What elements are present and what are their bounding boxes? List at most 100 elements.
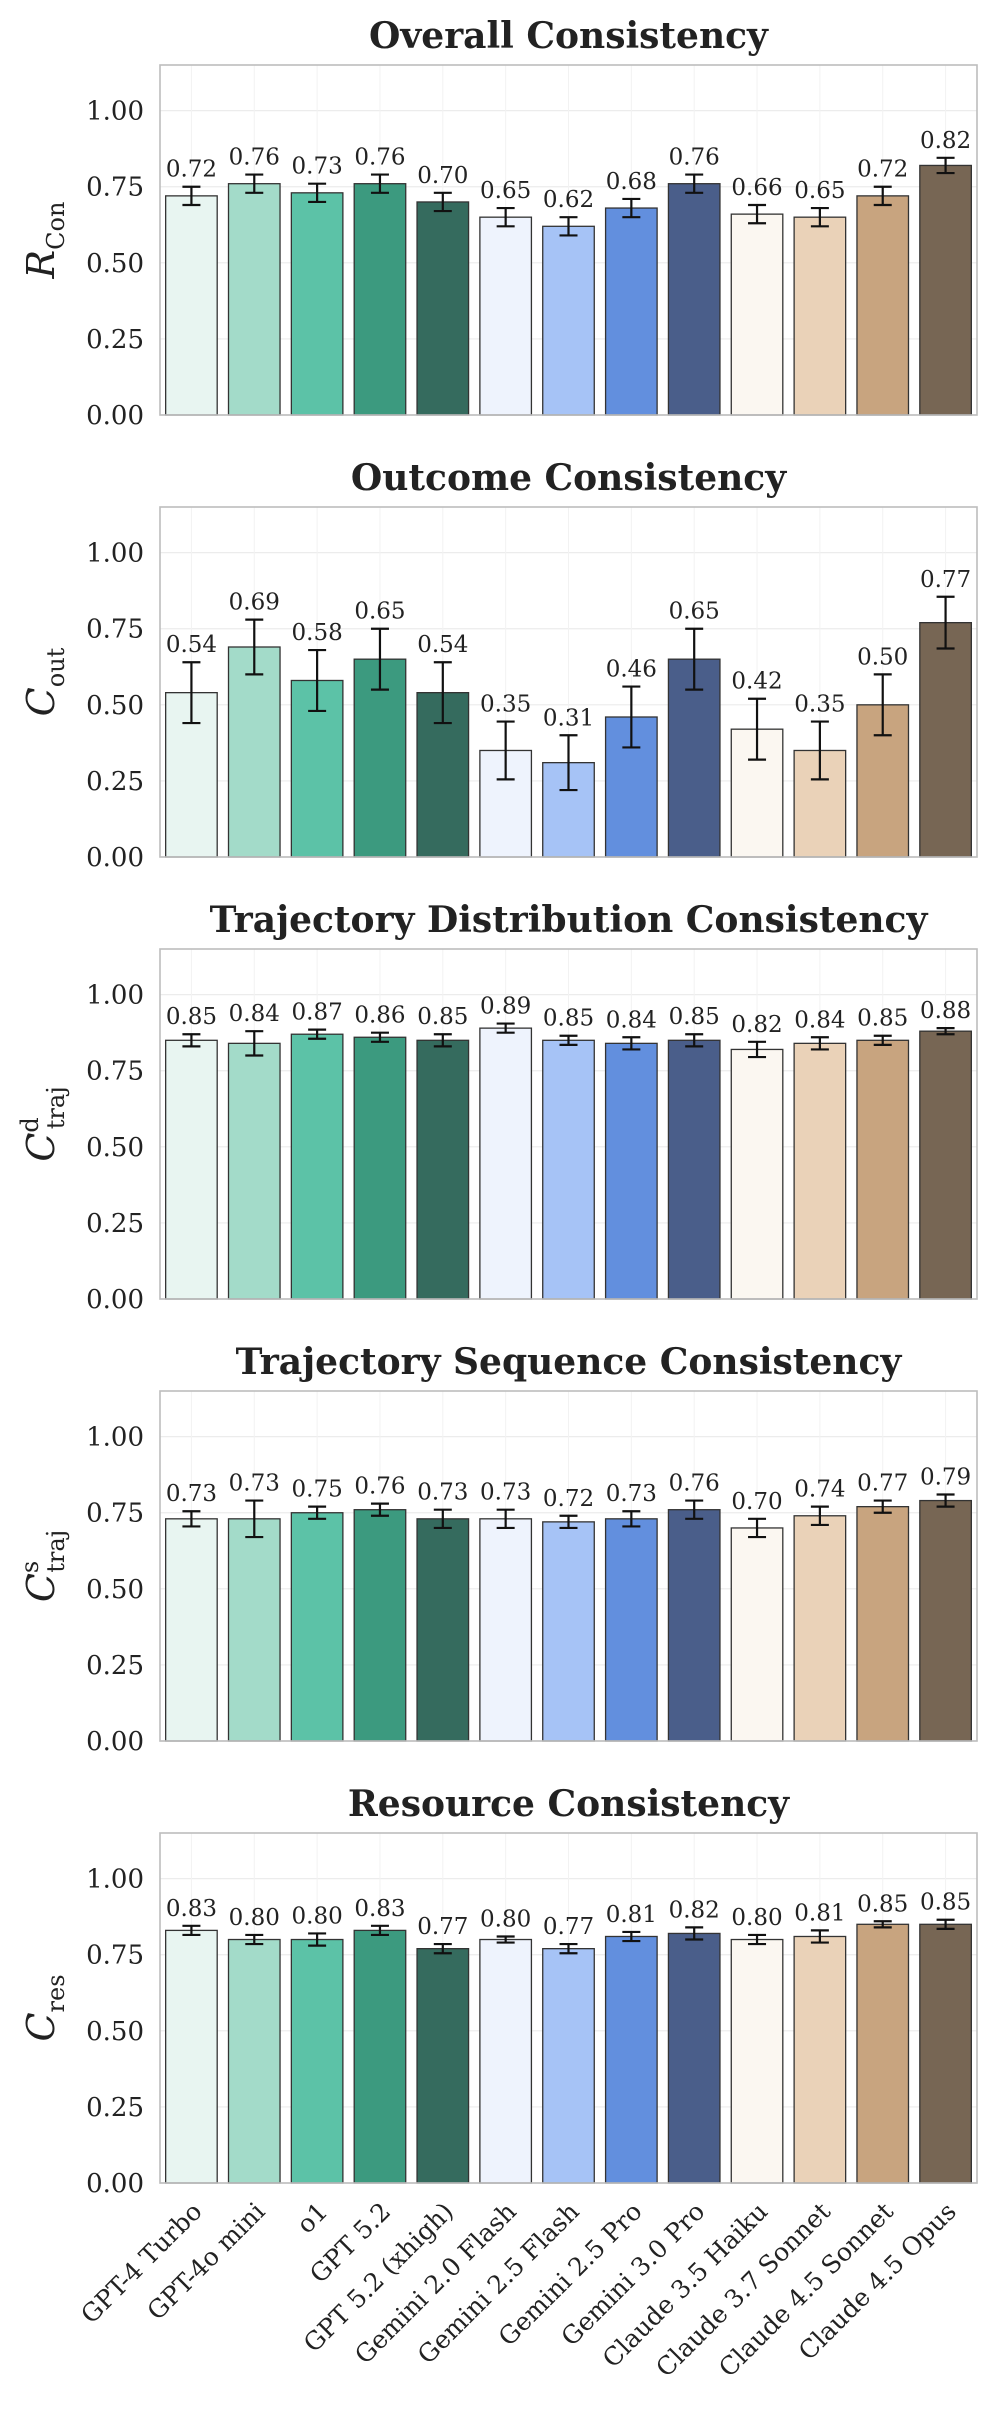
bar — [165, 1039, 218, 1300]
y-tick-label: 0.25 — [86, 325, 144, 355]
data-label: 0.77 — [417, 1914, 468, 1940]
data-label: 0.62 — [543, 187, 594, 213]
bar — [604, 207, 658, 416]
y-tick-label: 0.50 — [86, 2017, 144, 2047]
panel-title: Resource Consistency — [348, 1783, 790, 1825]
data-label: 0.88 — [920, 998, 971, 1024]
data-label: 0.80 — [229, 1905, 280, 1931]
y-axis-label-sub: res — [42, 1974, 70, 2012]
y-tick-label: 1.00 — [86, 981, 144, 1011]
data-label: 0.80 — [292, 1903, 343, 1929]
bar — [604, 1042, 658, 1300]
y-tick-label: 0.50 — [86, 1133, 144, 1163]
panel-2: Outcome Consistency 0.00 0.25 0.50 0.75 1.00 0… — [19, 457, 978, 873]
y-axis-label-main: R — [19, 250, 63, 280]
plot-frame — [159, 1390, 978, 1742]
bar — [919, 164, 972, 416]
plot-frame — [159, 1832, 978, 2184]
data-label: 0.31 — [543, 705, 594, 731]
bar — [730, 1527, 784, 1742]
y-axis-label-sub: Con — [42, 202, 70, 250]
y-tick-label: 1.00 — [86, 1423, 144, 1453]
plot-frame — [159, 506, 978, 858]
bar — [542, 1039, 595, 1300]
data-label: 0.81 — [606, 1902, 657, 1928]
y-tick-label: 0.75 — [86, 1057, 144, 1087]
y-tick-label: 0.50 — [86, 1575, 144, 1605]
y-axis-label-main: C — [19, 2012, 63, 2041]
bar — [227, 1518, 281, 1742]
y-tick-label: 0.75 — [86, 1499, 144, 1529]
data-label: 0.72 — [857, 157, 908, 183]
data-label: 0.82 — [731, 1012, 782, 1038]
panel-title: Trajectory Sequence Consistency — [236, 1341, 903, 1383]
y-axis-label-sub: traj — [42, 1530, 70, 1573]
data-label: 0.83 — [166, 1896, 217, 1922]
bar — [479, 1518, 533, 1742]
bar — [604, 1935, 658, 2184]
data-label: 0.73 — [229, 1471, 280, 1497]
bar — [227, 1938, 281, 2184]
panel-3: Trajectory Distribution Consistency 0.00 0… — [16, 899, 978, 1315]
bar — [416, 201, 470, 416]
data-label: 0.77 — [543, 1914, 594, 1940]
bar — [919, 622, 972, 858]
data-label: 0.65 — [669, 599, 720, 625]
bar — [290, 1512, 344, 1742]
bar — [542, 225, 595, 416]
plot-frame — [159, 64, 978, 416]
bar — [856, 1923, 910, 2184]
data-label: 0.65 — [794, 178, 845, 204]
bar — [227, 183, 281, 416]
data-label: 0.76 — [669, 1471, 720, 1497]
data-label: 0.58 — [292, 620, 343, 646]
y-tick-label: 0.00 — [86, 843, 144, 873]
y-tick-label: 0.50 — [86, 249, 144, 279]
y-tick-label: 0.00 — [86, 2169, 144, 2199]
y-tick-label: 0.00 — [86, 401, 144, 431]
data-label: 0.73 — [417, 1480, 468, 1506]
plot-frame — [159, 948, 978, 1300]
data-label: 0.54 — [166, 632, 217, 658]
bar — [416, 1948, 470, 2184]
data-label: 0.89 — [480, 994, 531, 1020]
panel-title: Outcome Consistency — [351, 457, 787, 499]
data-label: 0.86 — [354, 1003, 405, 1029]
data-label: 0.79 — [920, 1464, 971, 1490]
bar — [730, 1048, 784, 1300]
bar — [730, 213, 784, 416]
bar — [479, 1938, 533, 2184]
data-label: 0.85 — [417, 1004, 468, 1030]
bar — [919, 1923, 972, 2184]
y-tick-label: 0.75 — [86, 173, 144, 203]
y-tick-label: 0.25 — [86, 767, 144, 797]
data-label: 0.85 — [669, 1004, 720, 1030]
y-axis-label-main: C — [19, 1573, 63, 1602]
bar — [290, 1938, 344, 2184]
data-label: 0.77 — [857, 1471, 908, 1497]
y-axis-label-sub: out — [42, 647, 70, 687]
bar — [667, 183, 721, 416]
y-tick-label: 0.25 — [86, 1209, 144, 1239]
data-label: 0.82 — [669, 1897, 720, 1923]
x-tick-label: o1 — [291, 2197, 333, 2239]
data-label: 0.35 — [794, 692, 845, 718]
bar — [479, 1027, 533, 1300]
y-axis-label-sub: traj — [42, 1086, 70, 1129]
bar — [793, 216, 847, 416]
data-label: 0.50 — [857, 644, 908, 670]
y-axis-label: Cdtraj — [16, 1086, 70, 1161]
data-label: 0.76 — [354, 145, 405, 171]
data-label: 0.85 — [857, 1891, 908, 1917]
bar — [542, 1521, 595, 1742]
data-label: 0.77 — [920, 567, 971, 593]
bar — [227, 1042, 281, 1300]
bar — [165, 1518, 218, 1742]
bar — [919, 1030, 972, 1300]
data-label: 0.81 — [794, 1900, 845, 1926]
y-tick-label: 1.00 — [86, 539, 144, 569]
data-label: 0.80 — [480, 1906, 531, 1932]
data-label: 0.75 — [292, 1477, 343, 1503]
data-label: 0.68 — [606, 169, 657, 195]
